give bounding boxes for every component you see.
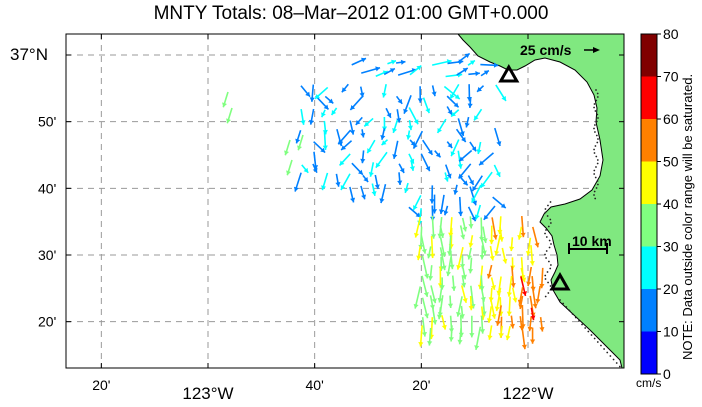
colorbar-tick-label: 30 xyxy=(663,239,679,255)
lon-label: 123°W xyxy=(182,384,233,403)
lat-label: 50' xyxy=(38,114,56,130)
lon-label: 122°W xyxy=(502,384,553,403)
frame-ticks xyxy=(66,34,624,368)
colorbar-tick-label: 10 xyxy=(663,324,679,340)
land-polygon xyxy=(456,33,625,369)
scale-arrow-label: 25 cm/s xyxy=(520,42,572,58)
lat-label: 20' xyxy=(38,314,56,330)
colorbar-segment xyxy=(641,119,657,162)
lat-label: 40' xyxy=(38,180,56,196)
lat-label: 37°N xyxy=(10,45,48,64)
colorbar-segment xyxy=(641,34,657,77)
colorbar-ticks: 80 70 60 50 40 30 20 10 0 xyxy=(657,26,679,382)
lon-label: 20' xyxy=(412,377,430,393)
colorbar-tick-label: 80 xyxy=(663,26,679,42)
colorbar-tick-label: 0 xyxy=(663,366,671,382)
colorbar-tick-label: 40 xyxy=(663,196,679,212)
map-title: MNTY Totals: 08–Mar–2012 01:00 GMT+0.000 xyxy=(153,3,549,24)
colorbar-segment xyxy=(641,289,657,332)
colorbar-segment xyxy=(641,161,657,204)
longitude-labels: 20' 123°W 40' 20' 122°W xyxy=(92,377,553,403)
colorbar-segment xyxy=(641,204,657,247)
lon-label: 40' xyxy=(306,377,324,393)
lon-label: 20' xyxy=(92,377,110,393)
station-north xyxy=(498,63,520,83)
colorbar-segment xyxy=(641,76,657,119)
station-south xyxy=(549,271,571,291)
map-frame xyxy=(65,33,625,369)
latitude-labels: 37°N 50' 40' 30' 20' xyxy=(10,45,56,330)
colorbar-unit: cm/s xyxy=(636,376,662,390)
scale-bar xyxy=(568,243,608,254)
colorbar-tick-label: 70 xyxy=(663,69,679,85)
lat-label: 30' xyxy=(38,247,56,263)
current-vectors xyxy=(222,52,545,351)
colorbar-segment xyxy=(641,246,657,289)
radar-stations xyxy=(498,63,571,291)
scale-arrow xyxy=(584,47,600,53)
colorbar-segment xyxy=(641,331,657,374)
scale-bar-label: 10 km xyxy=(572,233,612,249)
saturation-note: NOTE: Data outside color range will be s… xyxy=(680,73,695,360)
colorbar-tick-label: 50 xyxy=(663,154,679,170)
colorbar-tick-label: 60 xyxy=(663,111,679,127)
colorbar xyxy=(640,33,658,375)
colorbar-tick-label: 20 xyxy=(663,281,679,297)
coastline-land xyxy=(456,33,625,369)
